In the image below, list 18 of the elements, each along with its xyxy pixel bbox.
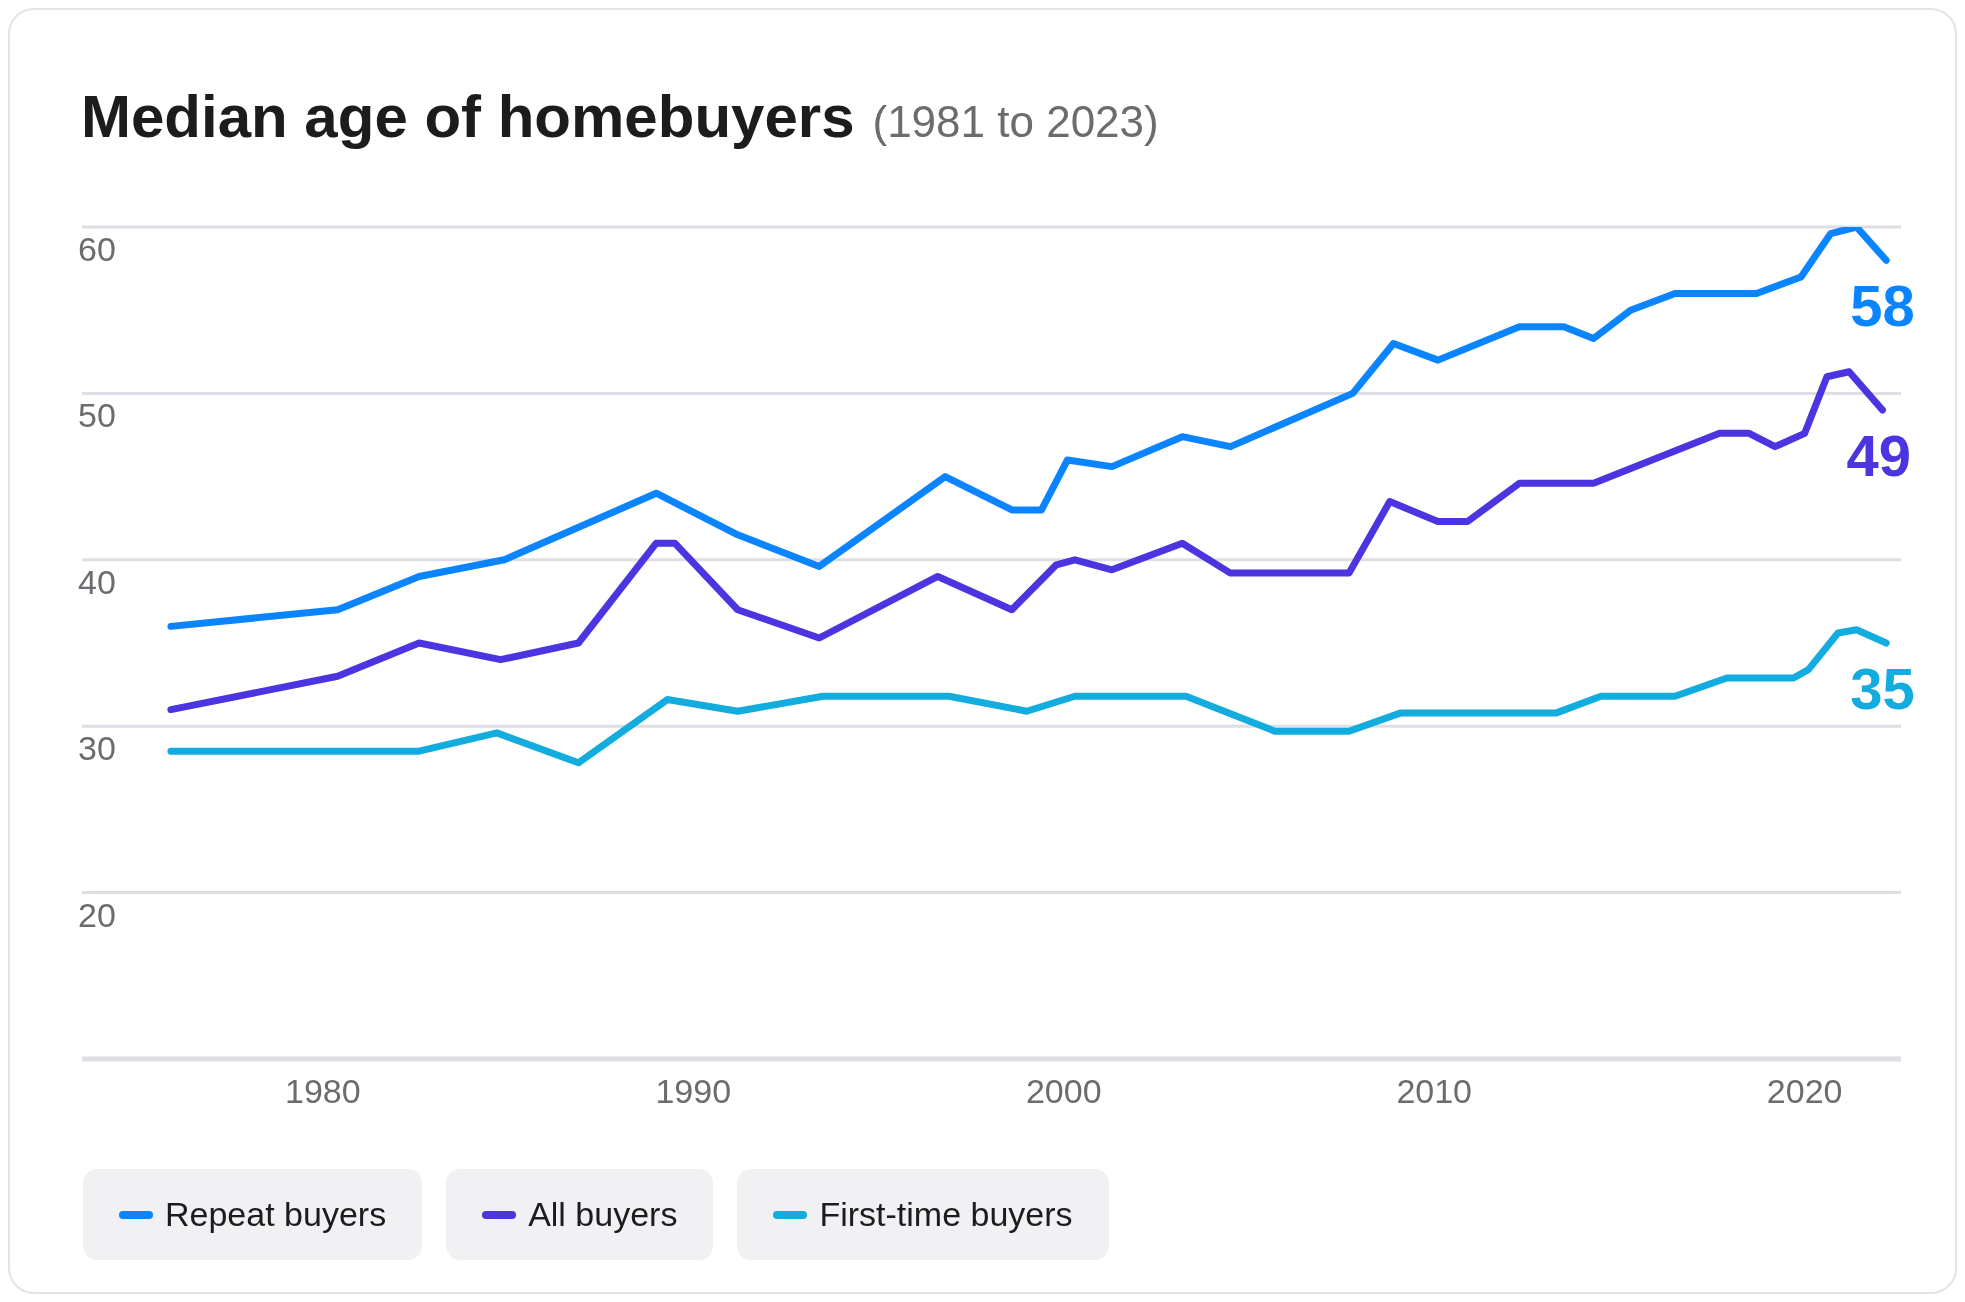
legend-label: All buyers	[528, 1195, 678, 1234]
x-tick-label: 2000	[1025, 1072, 1102, 1111]
y-tick-label: 20	[78, 895, 116, 934]
chart-subtitle: (1981 to 2023)	[872, 97, 1159, 146]
y-tick-label: 40	[78, 562, 116, 601]
x-tick-label: 2020	[1766, 1072, 1843, 1111]
x-tick-label: 1990	[655, 1072, 732, 1111]
chart-title: Median age of homebuyers	[81, 83, 855, 150]
data-label: 58	[1850, 273, 1915, 339]
y-tick-label: 30	[78, 729, 116, 768]
legend-label: First-time buyers	[819, 1195, 1073, 1234]
y-tick-label: 60	[78, 230, 116, 268]
x-tick-label: 2010	[1396, 1072, 1473, 1111]
data-label: 35	[1850, 656, 1915, 721]
y-tick-label: 50	[78, 396, 116, 435]
x-tick-label: 1980	[284, 1072, 361, 1111]
data-label: 49	[1846, 423, 1911, 489]
legend-label: Repeat buyers	[165, 1195, 387, 1234]
